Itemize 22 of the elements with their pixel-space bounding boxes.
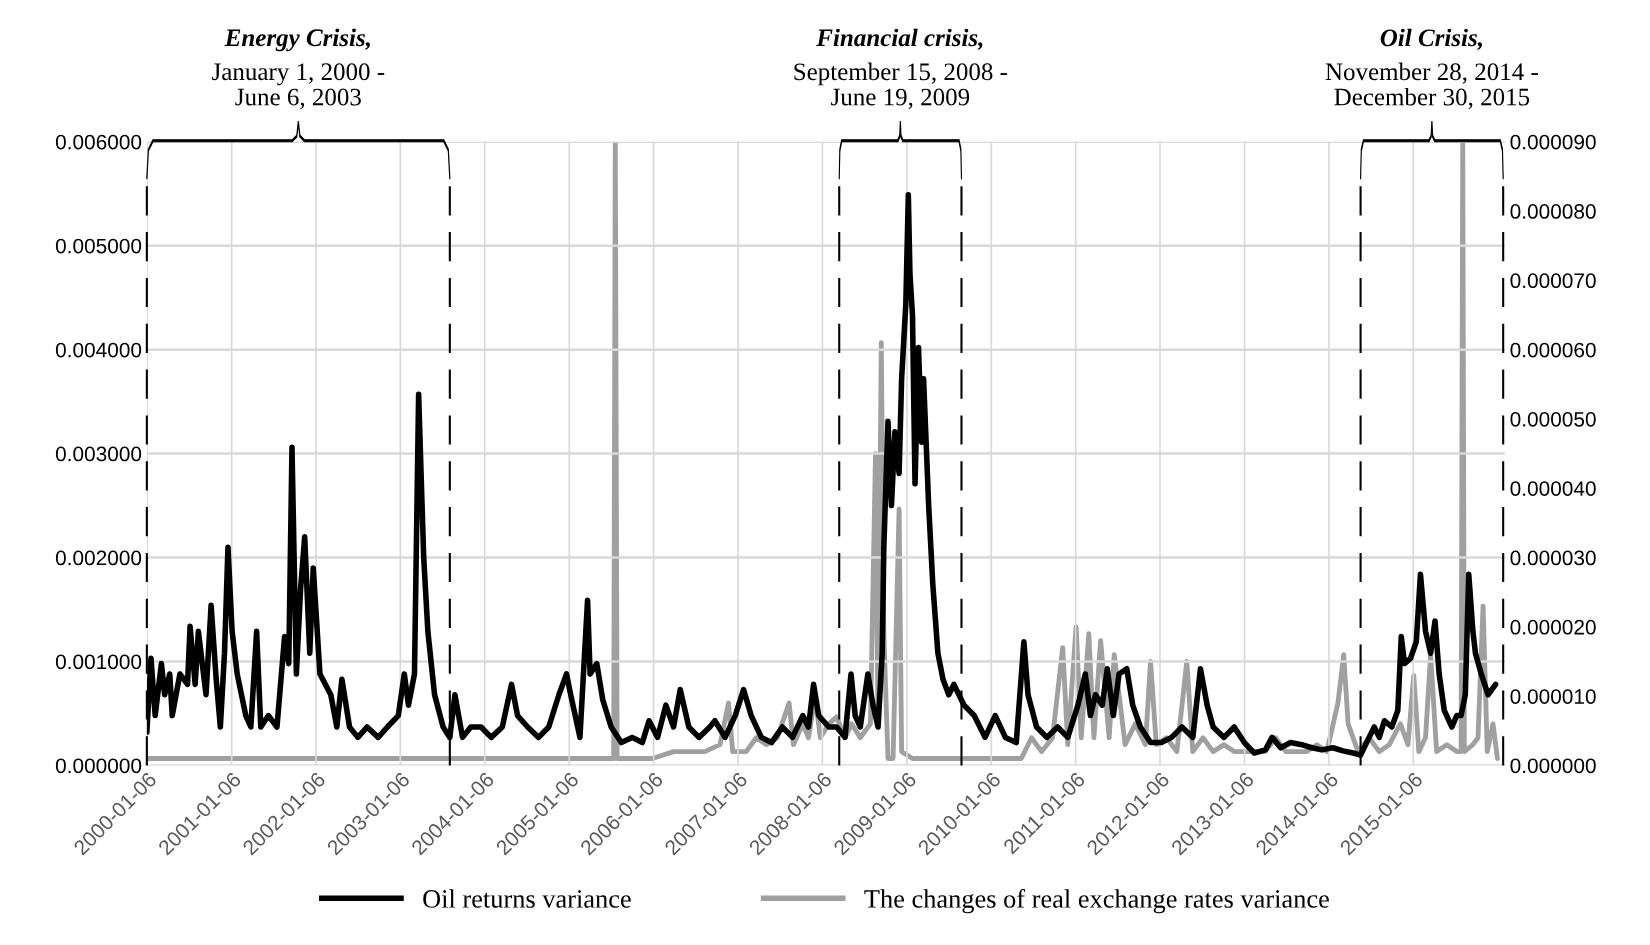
y-tick-label: 0.004000	[55, 342, 142, 358]
legend-label: Oil returns variance	[423, 889, 631, 908]
y-tick-label: 0.006000	[55, 134, 142, 150]
y2-tick-label: 0.000000	[1510, 758, 1596, 774]
text: Energy Crisis, January 1, 2000 - June 6, 2003	[212, 28, 385, 110]
legend-label: The changes of real exchange rates variance	[864, 888, 1329, 914]
y-tick-label: 0.000000	[55, 758, 142, 774]
y2-tick-label: 0.000010	[1510, 689, 1596, 704]
text: Oil Crisis, November 28, 2014 - December 30, 2015	[1325, 28, 1538, 110]
y-tick-label: 0.005000	[55, 238, 142, 254]
y-tick-label: 0.002000	[55, 550, 142, 566]
text: Financial crisis, September 15, 2008 - June 19, 2009	[794, 28, 1008, 110]
y2-tick-label: 0.000070	[1510, 273, 1596, 289]
y2-tick-label: 0.000050	[1510, 411, 1596, 427]
y-tick-label: 0.001000	[55, 654, 142, 670]
y2-tick-label: 0.000060	[1510, 342, 1596, 358]
y2-tick-label: 0.000030	[1510, 550, 1596, 566]
y2-tick-label: 0.000080	[1510, 204, 1596, 219]
y2-tick-label: 0.000020	[1510, 619, 1596, 635]
y-tick-label: 0.003000	[55, 446, 142, 462]
y2-tick-label: 0.000090	[1510, 134, 1596, 150]
y2-tick-label: 0.000040	[1510, 481, 1596, 496]
